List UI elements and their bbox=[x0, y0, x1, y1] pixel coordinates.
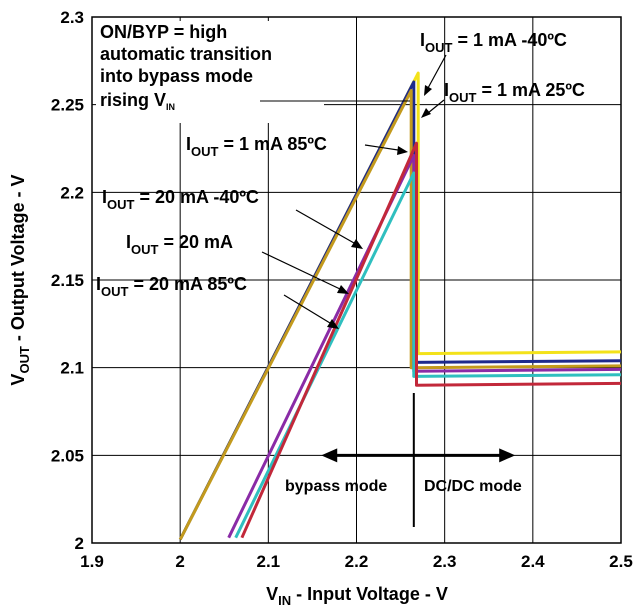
info-line-2: automatic transition bbox=[100, 44, 272, 64]
mode-arrow-right-head bbox=[499, 448, 516, 463]
series-line-4 bbox=[234, 171, 622, 539]
series-line-2 bbox=[178, 89, 622, 541]
info-line-4: rising VIN bbox=[100, 90, 175, 112]
label-1ma-m40: IOUT = 1 mA -40ºC bbox=[420, 30, 567, 55]
label-20ma-m40: IOUT = 20 mA -40ºC bbox=[102, 187, 259, 212]
label-1ma-85: IOUT = 1 mA 85ºC bbox=[186, 134, 327, 159]
series-line-5 bbox=[240, 141, 622, 539]
info-line-1: ON/BYP = high bbox=[100, 22, 227, 42]
label-20ma-85: IOUT = 20 mA 85ºC bbox=[96, 274, 247, 299]
y-tick-label: 2.25 bbox=[51, 96, 84, 115]
series-lines bbox=[178, 71, 622, 541]
x-tick-label: 2.4 bbox=[521, 552, 545, 571]
mode-arrow-left-head bbox=[321, 448, 338, 463]
y-tick-label: 2.15 bbox=[51, 271, 84, 290]
x-tick-label: 2.5 bbox=[609, 552, 633, 571]
x-tick-label: 2.2 bbox=[345, 552, 369, 571]
y-tick-label: 2.1 bbox=[60, 359, 84, 378]
x-tick-label: 2 bbox=[175, 552, 184, 571]
tick-labels: 1.9 2 2.1 2.2 2.3 2.4 2.522.052.12.152.22.252.… bbox=[51, 8, 633, 571]
y-tick-label: 2 bbox=[75, 534, 84, 553]
y-tick-label: 2.3 bbox=[60, 8, 84, 27]
info-line-3: into bypass mode bbox=[100, 66, 253, 86]
label-20ma: IOUT = 20 mA bbox=[126, 232, 233, 257]
dcdc-mode-label: DC/DC mode bbox=[424, 478, 522, 495]
series-labels: IOUT = 1 mA -40ºC IOUT = 1 mA 25ºC IOUT … bbox=[96, 30, 585, 329]
x-axis-label: VIN - Input Voltage - V bbox=[266, 584, 448, 608]
x-tick-label: 1.9 bbox=[80, 552, 104, 571]
info-box: ON/BYP = high automatic transition into … bbox=[96, 21, 410, 123]
x-tick-label: 2.3 bbox=[433, 552, 457, 571]
y-tick-label: 2.05 bbox=[51, 446, 84, 465]
y-axis-label: VOUT - Output Voltage - V bbox=[8, 174, 32, 385]
y-tick-label: 2.2 bbox=[60, 183, 84, 202]
mode-indicator: bypass mode DC/DC mode bbox=[285, 393, 522, 527]
bypass-mode-label: bypass mode bbox=[285, 478, 387, 495]
label-1ma-25: IOUT = 1 mA 25ºC bbox=[444, 80, 585, 105]
x-tick-label: 2.1 bbox=[257, 552, 281, 571]
